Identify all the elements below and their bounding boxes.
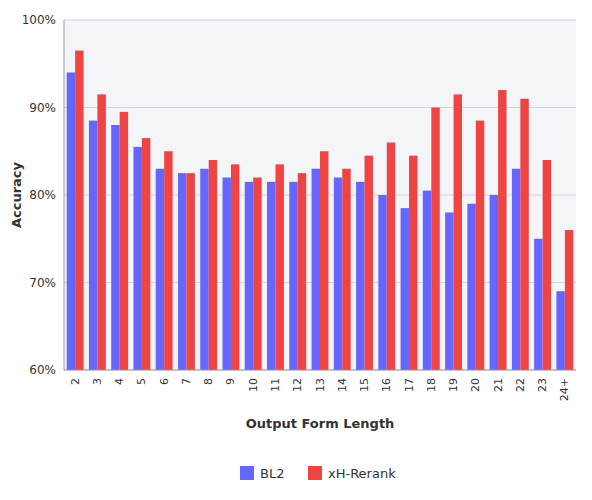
y-tick-label: 100% xyxy=(22,13,56,27)
x-tick-label: 13 xyxy=(314,378,327,392)
x-tick-label: 22 xyxy=(514,378,527,392)
x-tick-label: 2 xyxy=(69,378,82,385)
legend-label: BL2 xyxy=(260,466,284,481)
x-tick-label: 8 xyxy=(202,378,215,385)
bar xyxy=(512,169,520,370)
legend: BL2 xH-Rerank xyxy=(240,466,396,481)
bar xyxy=(178,173,186,370)
bar xyxy=(75,51,83,370)
x-tick-label: 16 xyxy=(380,378,393,392)
bar xyxy=(387,143,395,371)
x-tick-label: 15 xyxy=(358,378,371,392)
bar xyxy=(142,138,150,370)
bar xyxy=(289,182,297,370)
x-tick-label: 9 xyxy=(224,378,237,385)
y-axis-line xyxy=(64,20,65,370)
bar xyxy=(454,94,462,370)
bar xyxy=(431,108,439,371)
grid-line xyxy=(64,20,576,21)
chart: 60%70%80%90%100%234567891011121314151617… xyxy=(0,0,592,500)
bar xyxy=(543,160,551,370)
bar xyxy=(378,195,386,370)
bar xyxy=(164,151,172,370)
bar xyxy=(356,182,364,370)
x-tick-label: 14 xyxy=(336,378,349,392)
bar xyxy=(200,169,208,370)
bar xyxy=(312,169,320,370)
grid-line xyxy=(64,370,576,371)
x-tick-label: 24+ xyxy=(558,378,571,401)
bars xyxy=(67,51,574,370)
bar xyxy=(231,164,239,370)
bar xyxy=(186,173,194,370)
x-axis-title: Output Form Length xyxy=(246,416,395,431)
bar xyxy=(97,94,105,370)
x-tick-label: 12 xyxy=(291,378,304,392)
bar xyxy=(365,156,373,370)
bar xyxy=(133,147,141,370)
bar xyxy=(222,178,230,371)
bar xyxy=(445,213,453,371)
x-tick-label: 19 xyxy=(447,378,460,392)
plot-background xyxy=(64,20,576,370)
bar xyxy=(520,99,528,370)
bar xyxy=(89,121,97,370)
bar xyxy=(423,191,431,370)
bar xyxy=(111,125,119,370)
x-tick-label: 4 xyxy=(113,378,126,385)
x-axis-line xyxy=(64,370,576,371)
x-tick-label: 6 xyxy=(158,378,171,385)
bar xyxy=(490,195,498,370)
x-tick-label: 21 xyxy=(492,378,505,392)
bar xyxy=(298,173,306,370)
y-axis-title: Accuracy xyxy=(9,161,24,228)
bar xyxy=(556,291,564,370)
bar xyxy=(120,112,128,370)
bar xyxy=(409,156,417,370)
bar xyxy=(342,169,350,370)
bar xyxy=(67,73,75,371)
x-tick-label: 5 xyxy=(135,378,148,385)
legend-swatch xyxy=(240,466,254,480)
y-tick-label: 80% xyxy=(29,188,56,202)
legend-swatch xyxy=(308,466,322,480)
bar xyxy=(334,178,342,371)
bar xyxy=(253,178,261,371)
bar xyxy=(275,164,283,370)
x-tick-label: 20 xyxy=(469,378,482,392)
bar xyxy=(467,204,475,370)
y-tick-label: 70% xyxy=(29,276,56,290)
bar xyxy=(534,239,542,370)
bar xyxy=(498,90,506,370)
y-tick-label: 90% xyxy=(29,101,56,115)
bar xyxy=(476,121,484,370)
bar xyxy=(156,169,164,370)
x-tick-label: 18 xyxy=(425,378,438,392)
x-tick-label: 11 xyxy=(269,378,282,392)
x-tick-label: 10 xyxy=(247,378,260,392)
bar xyxy=(401,208,409,370)
y-tick-label: 60% xyxy=(29,363,56,377)
x-tick-label: 3 xyxy=(91,378,104,385)
bar xyxy=(267,182,275,370)
x-tick-label: 23 xyxy=(536,378,549,392)
chart-container: 60%70%80%90%100%234567891011121314151617… xyxy=(0,0,592,500)
bar xyxy=(565,230,573,370)
bar xyxy=(209,160,217,370)
x-tick-label: 7 xyxy=(180,378,193,385)
bar xyxy=(320,151,328,370)
legend-label: xH-Rerank xyxy=(328,466,396,481)
bar xyxy=(245,182,253,370)
x-tick-label: 17 xyxy=(403,378,416,392)
